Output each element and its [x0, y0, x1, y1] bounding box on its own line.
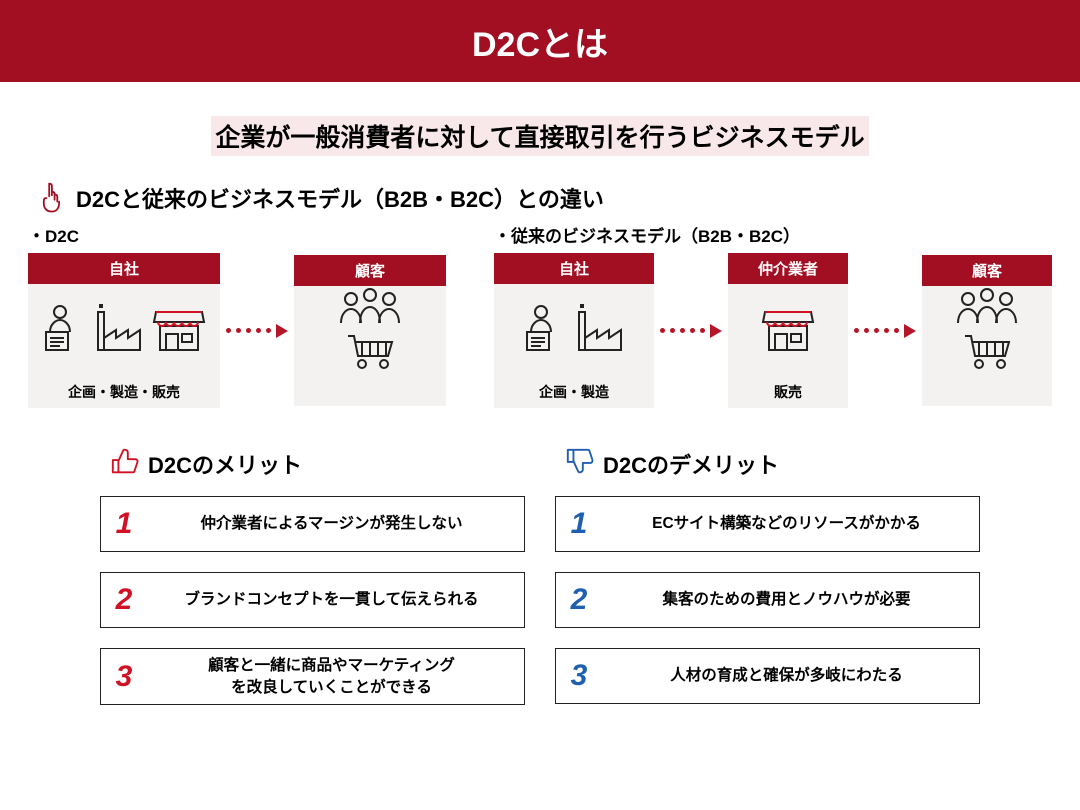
comparison-heading: D2Cと従来のビジネスモデル（B2B・B2C）との違い — [36, 180, 1080, 216]
list-item: 3 人材の育成と確保が多岐にわたる — [555, 648, 980, 704]
item-text: 集客のための費用とノウハウが必要 — [604, 589, 969, 611]
box-body — [728, 284, 848, 376]
box-header: 自社 — [28, 253, 220, 284]
planner-icon — [42, 302, 86, 359]
flow-box: 自社企画・製造 — [494, 253, 654, 408]
list-item: 1 ECサイト構築などのリソースがかかる — [555, 496, 980, 552]
flow-box: 仲介業者販売 — [728, 253, 848, 408]
page-title: D2Cとは — [472, 17, 608, 66]
demerits-heading: D2Cのデメリット — [565, 446, 980, 482]
item-number: 3 — [107, 660, 141, 694]
comparison-diagram: ・D2C 自社企画・製造・販売 顧客 ・従来のビジネスモデル（B2B・B2C） 自… — [0, 222, 1080, 408]
traditional-label: ・従来のビジネスモデル（B2B・B2C） — [494, 222, 1052, 247]
item-text: ブランドコンセプトを一貫して伝えられる — [149, 589, 514, 611]
box-footer: 販売 — [728, 376, 848, 408]
item-text: 顧客と一緒に商品やマーケティングを改良していくことができる — [149, 655, 514, 698]
arrow-icon — [220, 324, 294, 338]
merits-column: D2Cのメリット 1 仲介業者によるマージンが発生しない 2 ブランドコンセプトを一貫… — [100, 446, 525, 725]
traditional-column: ・従来のビジネスモデル（B2B・B2C） 自社企画・製造仲介業者販売顧客 — [494, 222, 1052, 408]
box-body — [28, 284, 220, 376]
item-number: 3 — [562, 659, 596, 693]
box-header: 自社 — [494, 253, 654, 284]
customers-icon — [952, 287, 1022, 332]
planner-icon — [523, 302, 567, 359]
box-body — [494, 284, 654, 376]
d2c-label: ・D2C — [28, 222, 464, 247]
flow-box: 顧客 — [922, 255, 1052, 406]
demerits-column: D2Cのデメリット 1 ECサイト構築などのリソースがかかる 2 集客のための費用とノ… — [555, 446, 980, 725]
shop-icon — [152, 302, 206, 359]
merits-heading: D2Cのメリット — [110, 446, 525, 482]
flow-box: 顧客 — [294, 255, 446, 406]
shop-icon — [761, 302, 815, 359]
d2c-column: ・D2C 自社企画・製造・販売 顧客 — [28, 222, 464, 408]
item-number: 2 — [562, 583, 596, 617]
factory-icon — [575, 302, 625, 359]
thumbs-down-icon — [565, 446, 595, 482]
box-header: 顧客 — [294, 255, 446, 286]
arrow-icon — [848, 324, 922, 338]
box-body — [922, 286, 1052, 378]
title-bar: D2Cとは — [0, 0, 1080, 82]
list-item: 3顧客と一緒に商品やマーケティングを改良していくことができる — [100, 648, 525, 705]
factory-icon — [94, 302, 144, 359]
subtitle: 企業が一般消費者に対して直接取引を行うビジネスモデル — [211, 116, 868, 156]
arrow-icon — [654, 324, 728, 338]
box-header: 顧客 — [922, 255, 1052, 286]
item-text: 人材の育成と確保が多岐にわたる — [604, 665, 969, 687]
thumbs-up-icon — [110, 446, 140, 482]
box-body — [294, 286, 446, 378]
box-footer: 企画・製造 — [494, 376, 654, 408]
list-item: 2 集客のための費用とノウハウが必要 — [555, 572, 980, 628]
item-number: 2 — [107, 583, 141, 617]
flow-box: 自社企画・製造・販売 — [28, 253, 220, 408]
list-item: 1 仲介業者によるマージンが発生しない — [100, 496, 525, 552]
box-footer: 企画・製造・販売 — [28, 376, 220, 408]
cart-icon — [959, 332, 1015, 377]
item-text: ECサイト構築などのリソースがかかる — [604, 513, 969, 535]
list-item: 2 ブランドコンセプトを一貫して伝えられる — [100, 572, 525, 628]
cart-icon — [342, 332, 398, 377]
item-text: 仲介業者によるマージンが発生しない — [149, 513, 514, 535]
item-number: 1 — [562, 507, 596, 541]
pointing-hand-icon — [36, 180, 66, 216]
customers-icon — [335, 287, 405, 332]
box-header: 仲介業者 — [728, 253, 848, 284]
item-number: 1 — [107, 507, 141, 541]
